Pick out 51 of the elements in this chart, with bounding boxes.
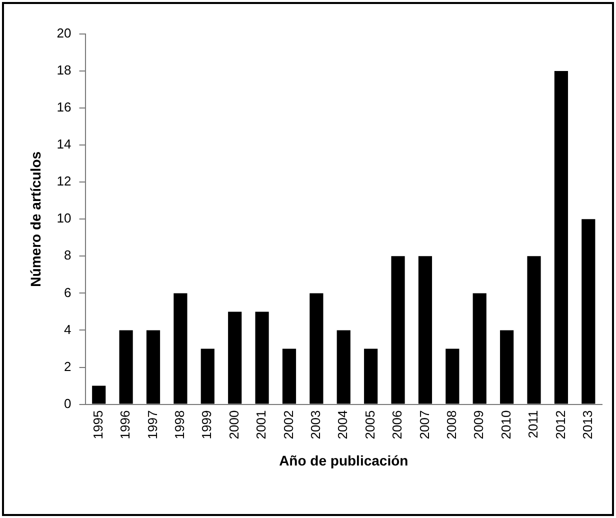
y-tick-label: 2 <box>64 358 72 374</box>
x-tick-label: 2006 <box>390 410 405 440</box>
bar <box>282 348 296 404</box>
x-tick-label: 2008 <box>444 410 459 440</box>
y-tick-label: 20 <box>56 26 72 41</box>
y-tick-label: 10 <box>56 210 72 226</box>
bar <box>554 71 568 404</box>
x-axis-title: Año de publicación <box>279 452 408 468</box>
bar <box>174 293 188 404</box>
y-tick-label: 12 <box>56 174 72 189</box>
x-tick-label: 2003 <box>308 410 324 440</box>
y-tick-label: 4 <box>64 322 72 337</box>
bar <box>119 330 133 404</box>
bar <box>472 293 486 404</box>
x-tick-label: 2009 <box>471 410 486 440</box>
x-tick-label: 2000 <box>226 410 242 440</box>
x-tick-label: 2011 <box>526 410 541 438</box>
y-tick-label: 8 <box>64 248 72 263</box>
y-tick-label: 14 <box>56 136 72 152</box>
y-tick-label: 16 <box>56 100 72 115</box>
x-tick-label: 1995 <box>90 410 106 440</box>
x-tick-label: 2013 <box>580 410 595 440</box>
x-tick-label: 2012 <box>552 410 568 440</box>
bar <box>500 330 514 404</box>
x-tick-label: 2005 <box>362 410 378 440</box>
x-tick-label: 2004 <box>335 410 350 440</box>
x-tick-label: 1996 <box>118 410 133 440</box>
bar <box>364 348 378 404</box>
x-tick-label: 2010 <box>498 410 514 440</box>
y-tick-label: 6 <box>64 284 72 300</box>
bar <box>200 348 214 404</box>
bar <box>146 330 160 404</box>
bar <box>391 256 405 404</box>
bar <box>336 330 350 404</box>
bar <box>310 293 324 404</box>
bar <box>255 312 269 404</box>
x-tick-label: 1999 <box>199 410 214 440</box>
bar <box>582 219 596 404</box>
x-tick-label: 2001 <box>254 410 269 440</box>
bar <box>527 256 541 404</box>
bar <box>446 348 460 404</box>
x-tick-label: 1998 <box>172 410 188 440</box>
x-tick-label: 1997 <box>144 410 160 440</box>
bar <box>92 386 106 404</box>
bar <box>418 256 432 404</box>
x-tick-label: 2002 <box>280 410 296 440</box>
y-axis-title: Número de artículos <box>27 151 44 287</box>
bar <box>228 312 242 404</box>
x-tick-label: 2007 <box>416 410 432 440</box>
y-tick-label: 0 <box>64 396 72 411</box>
y-tick-label: 18 <box>56 62 72 78</box>
